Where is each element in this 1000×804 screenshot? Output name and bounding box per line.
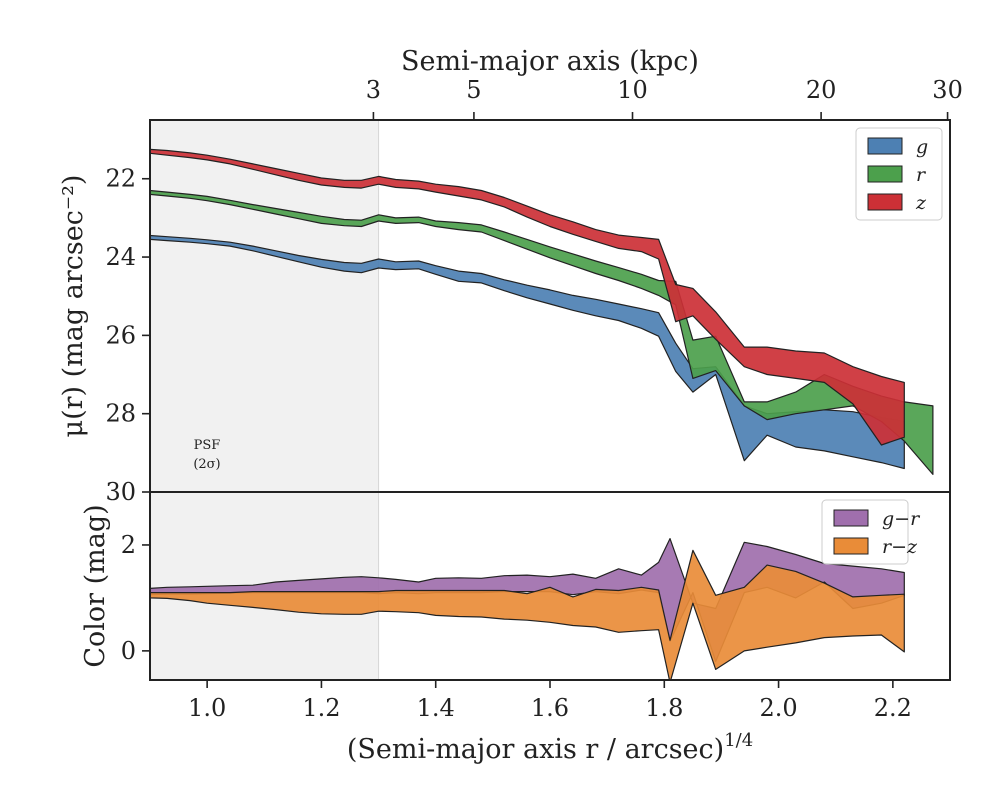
legend-swatch-z [867, 193, 903, 211]
ytick-label-top: 22 [105, 165, 136, 193]
legend-label-z: z [915, 192, 927, 214]
ytick-label-top: 24 [105, 243, 136, 271]
legend-label-r−z: r−z [882, 536, 918, 558]
xtick-label: 1.6 [531, 694, 569, 722]
psf-label: PSF [194, 438, 221, 453]
top-xtick-label: 20 [806, 76, 837, 104]
ytick-label-top: 30 [105, 478, 136, 506]
xtick-label: 1.8 [645, 694, 683, 722]
legend-swatch-r [867, 165, 903, 183]
ytick-label-top: 28 [105, 400, 136, 428]
xtick-label: 1.2 [302, 694, 340, 722]
xtick-label: 2.2 [874, 694, 912, 722]
ytick-label-bottom: 2 [121, 531, 136, 559]
psf-sigma-label: (2σ) [193, 457, 220, 472]
x-axis-label-exponent: 1/4 [724, 730, 753, 751]
ytick-label-top: 26 [105, 321, 136, 349]
y-axis-label-top: μ(r) (mag arcsec⁻²) [58, 175, 89, 438]
top-xtick-label: 3 [366, 76, 381, 104]
top-xtick-label: 10 [617, 76, 648, 104]
legend-swatch-r−z [833, 537, 869, 555]
xtick-label: 2.0 [759, 694, 797, 722]
top-xtick-label: 5 [466, 76, 481, 104]
band-g [150, 234, 905, 470]
legend-label-g: g [916, 136, 928, 158]
xtick-label: 1.0 [188, 694, 226, 722]
legend-swatch-g−r [833, 509, 869, 527]
x-axis-label: (Semi-major axis r / arcsec)1/4 [347, 730, 753, 765]
band-r [150, 189, 934, 475]
band-z [150, 148, 905, 446]
legend-swatch-g [867, 137, 903, 155]
ytick-label-bottom: 0 [121, 637, 136, 665]
top-axis-label: Semi-major axis (kpc) [401, 46, 699, 77]
xtick-label: 1.4 [417, 694, 455, 722]
top-xtick-label: 30 [932, 76, 963, 104]
band-r−z [150, 549, 905, 680]
y-axis-label-bottom: Color (mag) [80, 504, 111, 667]
legend-label-r: r [916, 164, 927, 186]
legend-label-g−r: g−r [882, 508, 921, 530]
